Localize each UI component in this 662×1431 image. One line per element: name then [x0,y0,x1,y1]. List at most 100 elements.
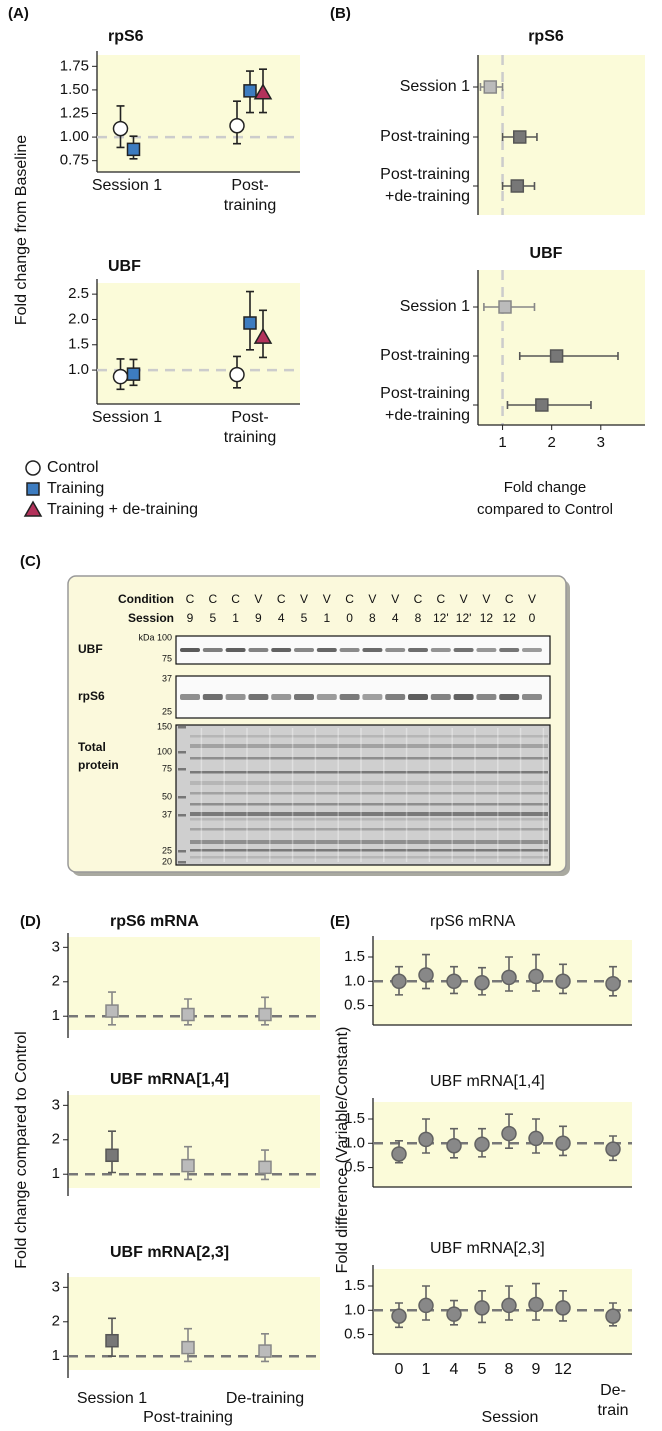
row-header: Condition [118,592,174,606]
y-tick-label: 1.50 [60,81,89,98]
y-tick-label: 0.5 [344,1159,365,1176]
lane-condition: V [482,592,490,606]
x-tick-label: 4 [450,1361,459,1378]
marker [391,1308,407,1324]
band [294,648,314,652]
y-tick-label: 1.0 [344,1301,365,1318]
kda-marker: 100 [157,746,172,756]
chart-title: UBF [530,245,563,262]
band [385,694,406,700]
lane-condition: C [186,592,195,606]
y-tick-label: 1.0 [344,972,365,989]
y-tick-label: Session 1 [400,298,470,315]
band [225,694,246,700]
row-label: rpS6 [78,689,105,703]
protein-band [190,828,548,831]
marker [535,398,549,412]
x-tick-label: 3 [597,434,605,451]
ladder-band [178,850,186,853]
protein-band [190,781,548,785]
protein-band [190,818,548,821]
protein-band [190,757,548,760]
lane-condition: V [254,592,262,606]
marker [549,349,564,363]
band [271,648,292,652]
marker [181,1340,195,1355]
y-tick-label: 2 [52,973,60,990]
lane-session: 0 [346,611,353,625]
marker [105,1004,119,1018]
x-tick-label: 8 [505,1361,514,1378]
band [202,694,223,700]
lane-condition: C [208,592,217,606]
y-tick-label: 1.5 [68,336,89,353]
x-tick-label: De-train [597,1382,628,1419]
band [202,648,223,652]
marker [528,1130,544,1147]
marker [258,1007,272,1022]
lane-condition: V [528,592,536,606]
marker [112,368,129,385]
lane-condition: V [391,592,399,606]
x-tick-label: 5 [478,1361,487,1378]
marker [126,367,141,381]
chart-title: UBF mRNA[2,3] [110,1244,229,1261]
lane-session: 1 [323,611,330,625]
protein-band [190,812,548,816]
lane-session: 8 [415,611,422,625]
band [499,648,520,652]
band [225,648,246,652]
panel-label: (D) [20,913,41,930]
x-tick-label: Post-training [143,1409,233,1426]
marker [229,366,245,383]
lane-session: 4 [392,611,399,625]
marker [474,1136,490,1153]
marker [605,1141,621,1157]
marker [391,973,407,990]
plot-background [478,270,645,425]
panel-label: (A) [8,5,29,22]
lane-condition: C [277,592,286,606]
lane-session: 1 [232,611,239,625]
protein-band [190,744,548,748]
x-tick-label: De-training [226,1390,304,1407]
marker [253,83,273,100]
kda-marker: 75 [162,653,172,663]
ladder-band [178,814,186,817]
marker [253,327,273,344]
y-tick-label: 1.5 [344,1110,365,1127]
x-tick-label: 0 [395,1361,404,1378]
x-tick-label: Session 1 [77,1390,147,1407]
y-tick-label: Post-training +de-training [380,166,470,205]
marker [23,500,43,517]
y-tick-label: 3 [52,938,60,955]
band [362,648,383,652]
band [316,694,337,700]
marker [528,968,544,985]
band [339,694,360,700]
lane-condition: V [300,592,308,606]
band [385,648,406,652]
x-tick-label: Session 1 [92,177,162,194]
chart-title: rpS6 mRNA [110,913,199,930]
marker [105,1148,119,1163]
y-tick-label: 1.00 [60,128,89,145]
band [408,648,428,652]
chart-title: rpS6 [528,28,564,45]
marker [243,84,257,98]
x-axis-label: Fold change compared to Control [477,479,613,518]
ladder-band [178,796,186,799]
protein-band [190,856,548,859]
blot-image [175,724,551,866]
marker [112,120,129,137]
marker [528,1296,544,1313]
lane-session: 12 [480,611,494,625]
y-tick-label: 1 [52,1347,60,1364]
marker [605,975,621,992]
lane-session: 12 [503,611,517,625]
marker [555,973,571,990]
lane-condition: C [231,592,240,606]
y-axis-label: Fold change from Baseline [13,135,30,325]
lane-condition: V [368,592,376,606]
